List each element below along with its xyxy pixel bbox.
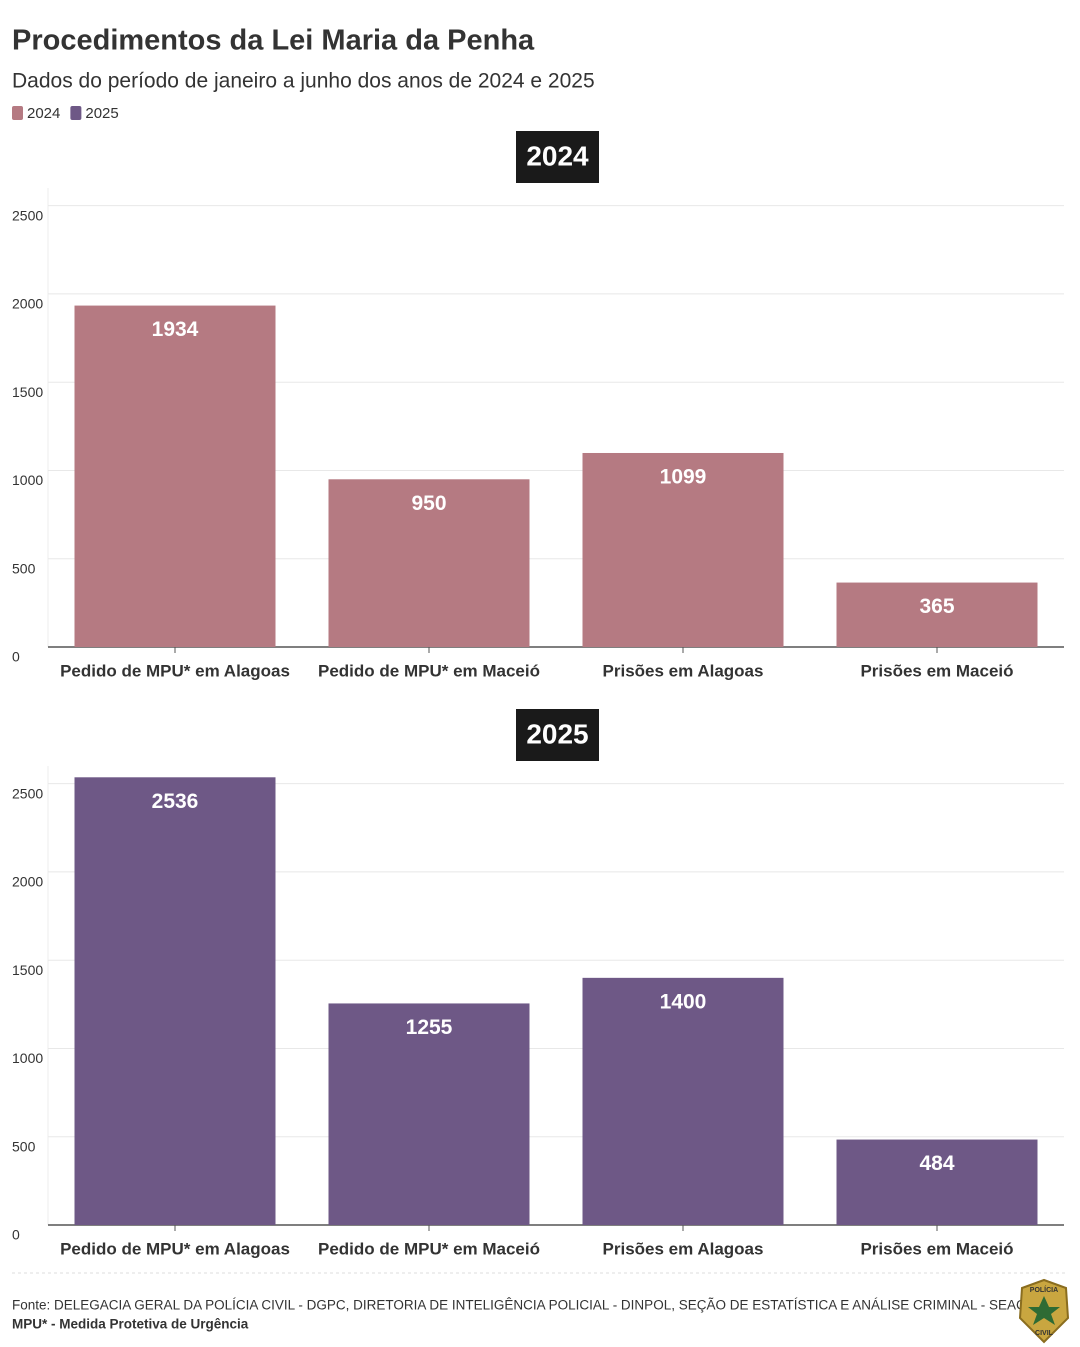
bar	[582, 977, 784, 1225]
footer-source: Fonte: DELEGACIA GERAL DA POLÍCIA CIVIL …	[12, 1298, 1035, 1313]
bar	[74, 305, 276, 647]
value-label: 1400	[660, 990, 707, 1013]
chart-title: 2025	[526, 718, 588, 749]
x-tick-label: Prisões em Maceió	[860, 661, 1013, 680]
value-label: 950	[411, 492, 446, 515]
title: Procedimentos da Lei Maria da Penha	[12, 25, 535, 57]
y-tick-label: 2000	[12, 874, 43, 890]
y-tick-label: 500	[12, 1138, 36, 1154]
y-tick-label: 1500	[12, 962, 43, 978]
value-label: 1099	[660, 466, 707, 489]
y-tick-label: 2500	[12, 207, 43, 223]
x-tick-label: Prisões em Maceió	[860, 1239, 1013, 1258]
value-label: 1934	[152, 318, 199, 341]
x-tick-label: Prisões em Alagoas	[603, 661, 764, 680]
x-tick-label: Pedido de MPU* em Alagoas	[60, 661, 290, 680]
chart-title: 2024	[526, 140, 589, 171]
y-tick-label: 1000	[12, 1050, 43, 1066]
y-tick-label: 1500	[12, 384, 43, 400]
x-tick-label: Pedido de MPU* em Alagoas	[60, 1239, 290, 1258]
x-tick-label: Prisões em Alagoas	[603, 1239, 764, 1258]
badge-star	[1028, 1296, 1060, 1325]
x-tick-label: Pedido de MPU* em Maceió	[318, 1239, 540, 1258]
chart-title-box	[516, 709, 599, 761]
legend-swatch	[12, 106, 23, 120]
value-label: 1255	[406, 1016, 453, 1039]
subtitle: Dados do período de janeiro a junho dos …	[12, 70, 595, 93]
bar	[328, 1003, 530, 1225]
legend-label: 2025	[85, 105, 118, 122]
bar	[836, 1139, 1038, 1225]
legend-swatch	[70, 106, 82, 120]
logo-text: POLÍCIA	[1030, 1285, 1058, 1294]
bar	[836, 582, 1038, 647]
bar	[328, 479, 530, 647]
logo: POLÍCIA CIVIL	[1018, 1278, 1070, 1344]
y-tick-label: 1000	[12, 472, 43, 488]
chart-title-box	[516, 131, 599, 183]
y-tick-label: 2000	[12, 296, 43, 312]
y-tick-label: 500	[12, 560, 36, 576]
y-tick-label: 2500	[12, 785, 43, 801]
bar	[582, 452, 784, 647]
y-tick-label: 0	[12, 649, 20, 665]
x-tick-label: Pedido de MPU* em Maceió	[318, 661, 540, 680]
footer-note: MPU* - Medida Protetiva de Urgência	[12, 1317, 249, 1332]
bar	[74, 777, 276, 1225]
value-label: 484	[919, 1152, 954, 1175]
value-label: 365	[919, 595, 954, 618]
value-label: 2536	[152, 790, 199, 813]
legend-label: 2024	[27, 105, 60, 122]
y-tick-label: 0	[12, 1227, 20, 1243]
logo-text: CIVIL	[1035, 1330, 1054, 1337]
